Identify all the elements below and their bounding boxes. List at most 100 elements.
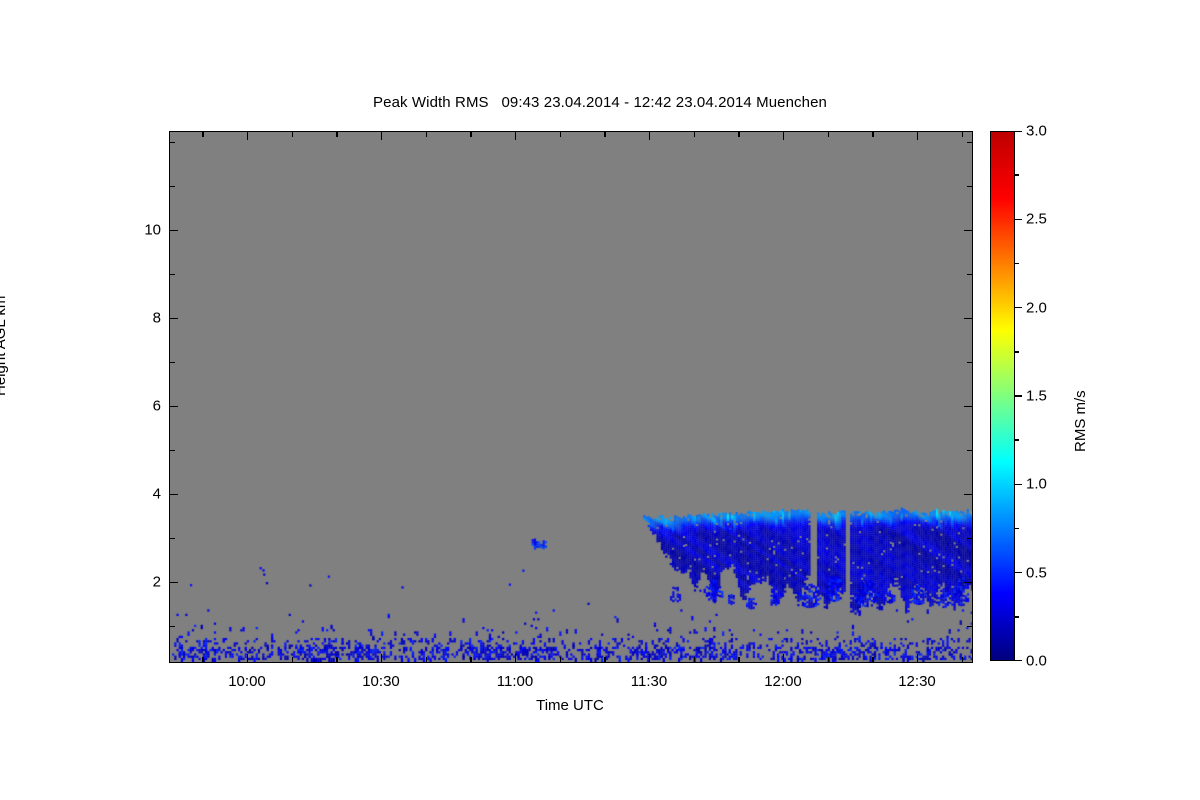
y-tick-major [170,318,178,320]
colorbar-tick-minor [1015,174,1019,176]
x-tick-major-top [381,132,383,140]
x-tick-minor-top [425,132,428,137]
colorbar-tick [1015,218,1022,221]
y-tick-minor [170,142,175,144]
x-tick-major-top [649,132,651,140]
y-tick-major-right [964,582,972,584]
y-tick-major-right [964,230,972,232]
y-tick-minor-right [967,186,972,188]
x-tick-label: 12:30 [898,673,936,690]
colorbar-tick-minor [1015,439,1019,441]
x-tick-minor-top [738,132,740,137]
y-tick-major [170,406,178,408]
y-tick-minor [170,626,175,628]
x-tick-minor [693,657,696,662]
x-tick-minor-top [291,132,294,137]
x-tick-label: 12:00 [764,673,802,690]
y-tick-major-right [964,318,972,320]
colorbar-tick-label: 0.5 [1026,564,1047,582]
colorbar-tick-minor [1015,527,1019,530]
x-tick-minor-top [202,132,204,137]
y-tick-label: 6 [152,397,161,415]
colorbar-tick [1015,306,1022,309]
y-tick-major [170,494,178,496]
y-tick-minor [170,450,175,452]
colorbar-label: RMS m/s [1072,390,1089,452]
x-tick-minor [827,657,830,662]
x-tick-minor-top [470,132,472,137]
colorbar-tick [1015,395,1022,397]
x-tick-minor [738,657,740,662]
x-tick-minor [336,657,338,662]
y-axis-label: Height AGL km [0,295,9,396]
colorbar-tick-label: 3.0 [1026,122,1047,140]
colorbar-tick-minor [1015,616,1019,618]
x-tick-minor-top [336,132,338,137]
x-tick-label: 11:30 [630,673,668,690]
colorbar-tick [1015,571,1022,574]
y-tick-label: 8 [152,309,161,327]
heatmap-data-layer [170,132,972,662]
colorbar-tick [1015,659,1022,661]
y-tick-major-right [964,406,972,408]
x-tick-major [783,654,785,662]
y-tick-minor [170,538,175,540]
y-tick-minor [170,186,175,188]
x-tick-label: 11:00 [496,673,534,690]
x-tick-minor-top [961,132,964,137]
y-tick-minor-right [967,142,972,144]
y-tick-minor-right [967,450,972,452]
colorbar-tick-minor [1015,262,1019,265]
x-axis-label: Time UTC [536,697,604,714]
page-title: Peak Width RMS 09:43 23.04.2014 - 12:42 … [373,94,827,111]
y-tick-major [170,582,178,584]
x-tick-major [515,654,517,662]
colorbar: 0.0 0.5 1.0 1.5 2.0 2.5 3.0 [990,123,1047,670]
y-tick-minor [170,274,175,276]
x-tick-minor-top [827,132,830,137]
colorbar-tick [1015,131,1022,133]
colorbar-bar [990,131,1015,661]
colorbar-tick-minor [1015,351,1019,353]
x-tick-minor [961,657,964,662]
x-tick-label: 10:30 [362,673,400,690]
plot-area [169,131,973,663]
x-tick-minor-top [604,132,606,137]
x-tick-major [247,654,249,662]
x-tick-major-top [783,132,785,140]
y-tick-minor [170,362,175,364]
x-tick-minor-top [872,132,874,137]
x-tick-minor-top [559,132,562,137]
x-tick-minor [425,657,428,662]
y-tick-label: 4 [152,485,161,503]
y-tick-major-right [964,494,972,496]
x-tick-minor [872,657,874,662]
x-tick-minor [202,657,204,662]
y-tick-minor-right [967,626,972,628]
colorbar-gradient [991,132,1014,660]
y-tick-label: 10 [144,221,161,239]
x-tick-minor [604,657,606,662]
x-tick-label: 10:00 [228,673,266,690]
colorbar-tick-label: 1.0 [1026,475,1047,493]
colorbar-tick [1015,483,1022,486]
x-tick-major [917,654,919,662]
y-tick-minor-right [967,362,972,364]
x-tick-major-top [515,132,517,140]
colorbar-tick-label: 1.5 [1026,387,1047,405]
colorbar-tick-label: 2.5 [1026,210,1047,228]
y-tick-label: 2 [152,573,161,591]
x-tick-major-top [917,132,919,140]
y-tick-minor-right [967,274,972,276]
x-tick-minor [470,657,472,662]
x-tick-minor [291,657,294,662]
x-tick-minor [559,657,562,662]
x-tick-minor-top [693,132,696,137]
x-tick-major [381,654,383,662]
colorbar-tick-label: 2.0 [1026,299,1047,317]
y-tick-minor-right [967,538,972,540]
x-tick-major [649,654,651,662]
x-tick-major-top [247,132,249,140]
colorbar-tick-label: 0.0 [1026,652,1047,670]
